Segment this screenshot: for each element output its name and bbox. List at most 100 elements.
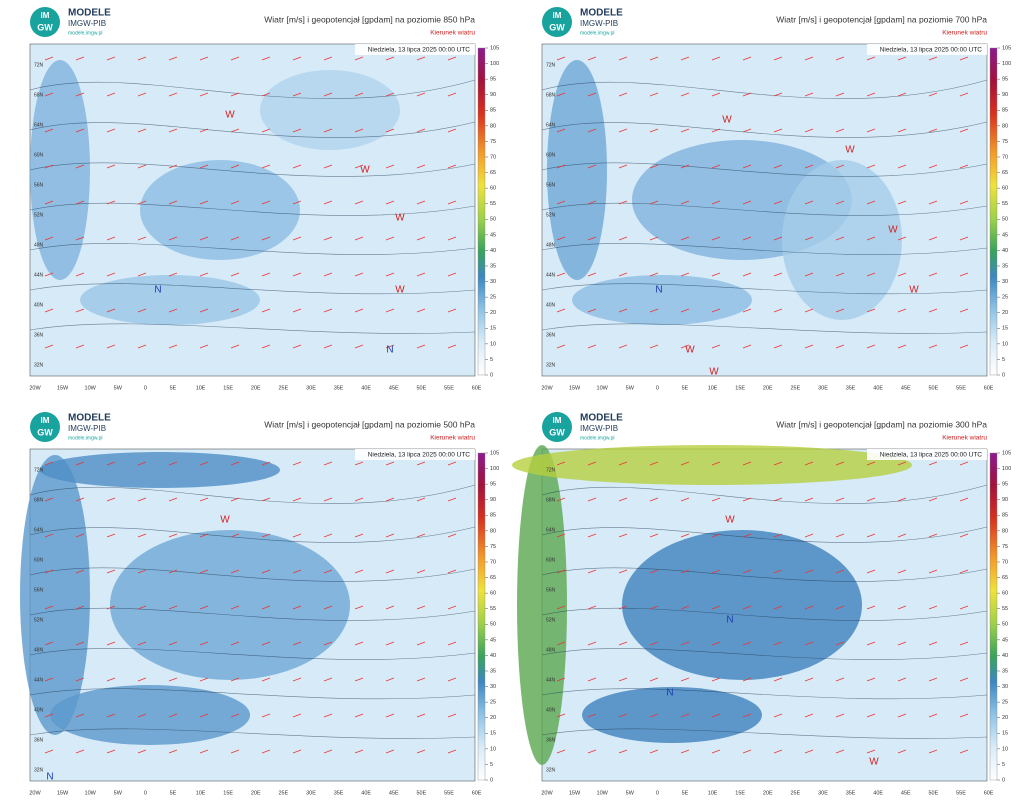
lat-label: 72N (34, 62, 44, 68)
colorbar-label: 90 (1002, 497, 1008, 503)
wind-arrow (897, 605, 907, 610)
lon-label: 20E (251, 385, 261, 391)
wind-arrow (385, 92, 395, 97)
wind-arrow (618, 56, 628, 61)
time-box (355, 44, 475, 55)
wind-arrow (75, 308, 85, 313)
colorbar-label: 5 (490, 762, 493, 768)
wind-arrow (416, 128, 426, 133)
wind-arrow (323, 272, 333, 277)
wind-arrow (680, 308, 690, 313)
wind-arrow (168, 569, 178, 574)
wind-arrow (385, 713, 395, 718)
wind-arrow (680, 713, 690, 718)
wind-arrow (680, 164, 690, 169)
wind-arrow (587, 272, 597, 277)
wind-arrow (230, 308, 240, 313)
wind-field (30, 60, 90, 280)
wind-arrow (835, 308, 845, 313)
wind-arrow (44, 533, 54, 538)
lon-label: 15E (735, 790, 745, 796)
logo-circle (30, 412, 60, 442)
wind-arrow (44, 641, 54, 646)
wind-arrow (106, 344, 116, 349)
lon-label: 10W (85, 385, 97, 391)
colorbar-label: 90 (1002, 92, 1008, 98)
wind-arrow (866, 200, 876, 205)
colorbar-label: 80 (490, 123, 496, 129)
wind-arrow (75, 569, 85, 574)
wind-arrow (137, 344, 147, 349)
pressure-marker: W (395, 213, 405, 224)
wind-arrow (773, 677, 783, 682)
wind-arrow (416, 713, 426, 718)
wind-field (20, 455, 90, 735)
wind-arrow (106, 308, 116, 313)
wind-arrow (230, 641, 240, 646)
isoline (541, 607, 988, 621)
wind-arrow (897, 56, 907, 61)
wind-arrow (354, 164, 364, 169)
colorbar-label: 25 (490, 295, 496, 301)
wind-arrow (866, 605, 876, 610)
wind-arrow (44, 344, 54, 349)
wind-arrow (416, 461, 426, 466)
isoline (29, 607, 476, 621)
wind-arrow (680, 92, 690, 97)
lon-label: 25E (279, 385, 289, 391)
colorbar-label: 40 (490, 653, 496, 659)
wind-arrow (137, 713, 147, 718)
brand-name: MODELE (580, 413, 623, 424)
wind-arrow (773, 200, 783, 205)
wind-arrow (261, 272, 271, 277)
wind-arrow (44, 92, 54, 97)
colorbar-label: 50 (1002, 217, 1008, 223)
wind-arrow (897, 713, 907, 718)
wind-arrow (835, 605, 845, 610)
wind-arrow (106, 749, 116, 754)
wind-arrow (137, 641, 147, 646)
lon-label: 50E (417, 790, 427, 796)
lat-label: 64N (546, 122, 556, 128)
pressure-marker: W (360, 165, 370, 176)
wind-arrow (323, 569, 333, 574)
wind-arrow (106, 56, 116, 61)
lat-label: 60N (34, 557, 44, 563)
wind-arrow (447, 749, 457, 754)
lat-label: 56N (34, 182, 44, 188)
lon-label: 40E (361, 790, 371, 796)
wind-arrow (261, 641, 271, 646)
wind-arrow (199, 533, 209, 538)
wind-arrow (556, 461, 566, 466)
wind-arrow (261, 461, 271, 466)
wind-arrow (137, 461, 147, 466)
pressure-marker: W (869, 757, 879, 768)
wind-arrow (447, 56, 457, 61)
colorbar-label: 45 (490, 232, 496, 238)
colorbar (989, 452, 998, 781)
wind-arrow (897, 497, 907, 502)
wind-arrow (323, 713, 333, 718)
wind-arrow (292, 641, 302, 646)
wind-arrow (835, 749, 845, 754)
wind-arrow (354, 461, 364, 466)
wind-arrow (75, 533, 85, 538)
wind-arrow (773, 497, 783, 502)
logo-text: IM (553, 416, 562, 425)
wind-arrow (447, 164, 457, 169)
wind-arrow (44, 272, 54, 277)
wind-arrow (44, 56, 54, 61)
wind-arrow (866, 308, 876, 313)
wind-arrow (385, 200, 395, 205)
wind-arrow (230, 272, 240, 277)
wind-arrow (556, 92, 566, 97)
wind-arrow (587, 605, 597, 610)
lon-label: 0 (656, 790, 659, 796)
wind-arrow (44, 677, 54, 682)
colorbar-label: 10 (1002, 746, 1008, 752)
colorbar-label: 65 (1002, 575, 1008, 581)
wind-arrow (230, 749, 240, 754)
lon-label: 45E (901, 790, 911, 796)
wind-field (782, 160, 902, 320)
